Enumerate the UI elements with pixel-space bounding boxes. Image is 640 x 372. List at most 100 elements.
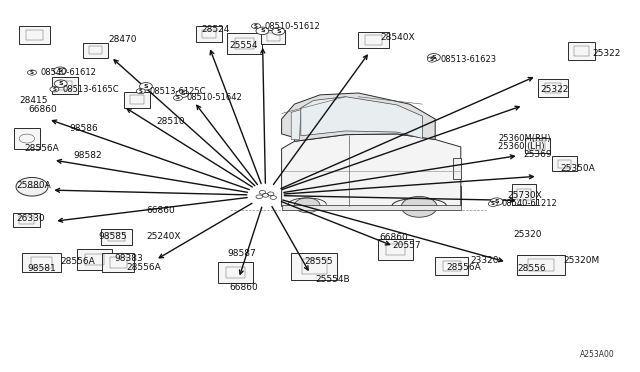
Circle shape xyxy=(428,57,436,62)
Circle shape xyxy=(136,89,145,94)
Text: 08513-61623: 08513-61623 xyxy=(440,55,497,64)
Text: 66860: 66860 xyxy=(29,105,58,114)
Text: 25554B: 25554B xyxy=(316,275,350,283)
Text: 28556A: 28556A xyxy=(127,263,161,272)
FancyBboxPatch shape xyxy=(227,33,262,54)
Text: 08510-51642: 08510-51642 xyxy=(186,93,242,102)
FancyBboxPatch shape xyxy=(218,262,253,283)
Circle shape xyxy=(428,54,440,61)
Circle shape xyxy=(54,67,67,74)
FancyBboxPatch shape xyxy=(83,43,108,58)
Text: 28556: 28556 xyxy=(517,264,546,273)
Text: S: S xyxy=(254,23,258,29)
Text: S: S xyxy=(139,89,143,94)
Text: 25320M: 25320M xyxy=(563,256,600,265)
Text: 25322: 25322 xyxy=(592,49,620,58)
Text: 28524: 28524 xyxy=(202,25,230,34)
Text: S: S xyxy=(176,95,180,100)
Text: 28556A: 28556A xyxy=(447,263,481,272)
FancyBboxPatch shape xyxy=(512,184,536,205)
Text: 28556A: 28556A xyxy=(61,257,95,266)
Text: 25240X: 25240X xyxy=(146,232,180,241)
Text: A253A00: A253A00 xyxy=(580,350,614,359)
Text: 25369: 25369 xyxy=(524,150,552,159)
Text: 28555: 28555 xyxy=(304,257,333,266)
FancyBboxPatch shape xyxy=(358,32,389,48)
Text: 66860: 66860 xyxy=(146,206,175,215)
Circle shape xyxy=(140,83,152,90)
FancyBboxPatch shape xyxy=(102,253,134,272)
Circle shape xyxy=(16,177,48,196)
Polygon shape xyxy=(282,93,435,141)
Text: 25322: 25322 xyxy=(541,85,569,94)
Text: 98586: 98586 xyxy=(69,124,98,133)
Circle shape xyxy=(272,28,285,35)
FancyBboxPatch shape xyxy=(261,30,285,44)
Text: 25880A: 25880A xyxy=(16,181,51,190)
Text: 28415: 28415 xyxy=(19,96,48,105)
FancyBboxPatch shape xyxy=(196,26,222,42)
FancyBboxPatch shape xyxy=(19,26,50,44)
Text: S: S xyxy=(180,91,185,96)
Circle shape xyxy=(28,70,36,75)
Circle shape xyxy=(173,95,182,100)
FancyBboxPatch shape xyxy=(282,205,461,210)
FancyBboxPatch shape xyxy=(568,42,595,60)
Circle shape xyxy=(176,90,189,97)
FancyBboxPatch shape xyxy=(101,229,132,245)
Text: S: S xyxy=(260,28,265,33)
FancyBboxPatch shape xyxy=(52,77,78,94)
Circle shape xyxy=(256,27,269,35)
Circle shape xyxy=(401,196,437,217)
Text: 98587: 98587 xyxy=(227,249,256,258)
FancyBboxPatch shape xyxy=(435,257,468,275)
Text: 28470: 28470 xyxy=(109,35,138,44)
FancyBboxPatch shape xyxy=(22,253,61,272)
Text: 28540X: 28540X xyxy=(381,33,415,42)
Text: 08513-6165C: 08513-6165C xyxy=(63,85,119,94)
Text: 25350A: 25350A xyxy=(560,164,595,173)
Text: S: S xyxy=(58,68,63,73)
FancyBboxPatch shape xyxy=(538,79,568,97)
Polygon shape xyxy=(301,97,422,138)
Text: 25320: 25320 xyxy=(513,230,542,239)
Text: 23320: 23320 xyxy=(470,256,499,265)
FancyBboxPatch shape xyxy=(525,138,550,153)
Text: S: S xyxy=(431,55,436,60)
Polygon shape xyxy=(291,110,301,140)
Text: 66860: 66860 xyxy=(229,283,258,292)
Text: 98581: 98581 xyxy=(27,264,56,273)
Text: 98383: 98383 xyxy=(114,254,143,263)
Text: 08540-61612: 08540-61612 xyxy=(40,68,96,77)
Text: 25360M(RH): 25360M(RH) xyxy=(498,134,550,143)
FancyBboxPatch shape xyxy=(552,156,577,171)
Text: 28556A: 28556A xyxy=(24,144,59,153)
Text: 66860: 66860 xyxy=(379,233,408,242)
Text: 25554: 25554 xyxy=(229,41,258,50)
Circle shape xyxy=(54,80,67,87)
Text: 25730X: 25730X xyxy=(508,191,542,200)
Text: 28510: 28510 xyxy=(157,117,186,126)
Text: 08510-51612: 08510-51612 xyxy=(264,22,320,31)
Polygon shape xyxy=(282,134,461,206)
Polygon shape xyxy=(282,186,461,206)
FancyBboxPatch shape xyxy=(517,255,565,275)
Text: 08540-61212: 08540-61212 xyxy=(501,199,557,208)
FancyBboxPatch shape xyxy=(453,158,461,179)
Text: S: S xyxy=(276,29,281,34)
Text: 98582: 98582 xyxy=(74,151,102,160)
FancyBboxPatch shape xyxy=(378,239,413,260)
Circle shape xyxy=(488,201,497,206)
Circle shape xyxy=(252,23,260,29)
Text: 25360 (LH): 25360 (LH) xyxy=(498,142,545,151)
Circle shape xyxy=(294,198,320,213)
Text: 20557: 20557 xyxy=(392,241,421,250)
Text: S: S xyxy=(143,84,148,89)
FancyBboxPatch shape xyxy=(14,128,40,149)
Text: S: S xyxy=(491,201,495,206)
Text: 08513-6125C: 08513-6125C xyxy=(149,87,205,96)
Text: S: S xyxy=(494,199,499,204)
Text: 98585: 98585 xyxy=(98,232,127,241)
Text: 26330: 26330 xyxy=(16,214,45,223)
Circle shape xyxy=(50,87,59,92)
